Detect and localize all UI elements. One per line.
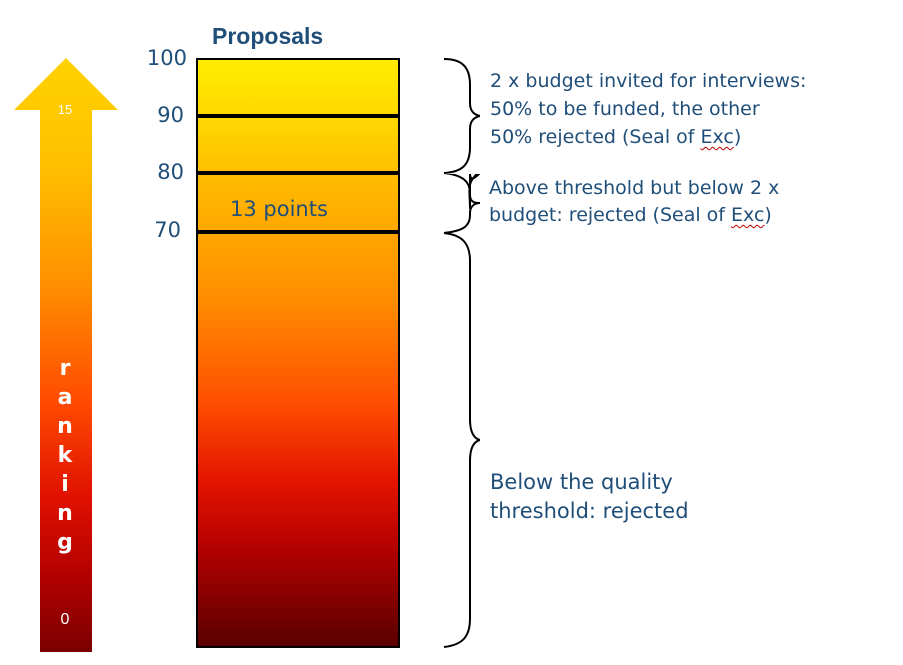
description-middle-line: budget: rejected (Seal of Exc) xyxy=(489,202,779,229)
description-top-line: 50% rejected (Seal of Exc) xyxy=(490,123,806,151)
description-top-line: 50% to be funded, the other xyxy=(490,98,760,120)
ranking-top-value: 15 xyxy=(57,102,73,117)
spellcheck-word: Exc xyxy=(731,204,765,226)
brace-middle-path xyxy=(443,172,480,234)
brace-bottom-path xyxy=(443,232,480,648)
tick-label-100: 100 xyxy=(146,46,187,70)
band-points-label: 13 points xyxy=(230,197,328,221)
ranking-letter: a xyxy=(57,385,73,410)
description-top-line: 2 x budget invited for interviews: xyxy=(490,70,807,92)
threshold-line-80 xyxy=(196,171,400,175)
description-middle-line: Above threshold but below 2 x xyxy=(489,177,780,199)
description-top: 2 x budget invited for interviews: 50% t… xyxy=(490,67,806,151)
ranking-label: r a n k i n g xyxy=(54,354,76,557)
threshold-line-90 xyxy=(196,114,400,118)
ranking-letter: i xyxy=(61,472,69,497)
ranking-letter: r xyxy=(59,356,71,381)
description-text: 50% rejected (Seal of xyxy=(490,126,701,148)
ranking-arrow xyxy=(14,58,118,652)
ranking-bottom-value: 0 xyxy=(60,611,70,628)
description-bottom-line: threshold: rejected xyxy=(490,499,689,523)
proposals-bar xyxy=(196,58,400,648)
brace-top-clean xyxy=(440,55,480,174)
threshold-line-70 xyxy=(196,230,400,234)
description-text: ) xyxy=(733,126,742,148)
description-bottom: Below the quality threshold: rejected xyxy=(490,468,689,526)
ranking-letter: n xyxy=(57,414,73,439)
ranking-letter: n xyxy=(57,501,73,526)
ranking-letter: k xyxy=(57,443,73,468)
tick-label-90: 90 xyxy=(157,103,184,127)
description-bottom-line: Below the quality xyxy=(490,470,673,494)
ranking-letter: g xyxy=(57,530,73,555)
description-middle: Above threshold but below 2 x budget: re… xyxy=(489,175,779,229)
tick-label-80: 80 xyxy=(157,160,184,184)
description-text: ) xyxy=(764,204,772,226)
proposals-title: Proposals xyxy=(212,23,324,49)
tick-label-70: 70 xyxy=(154,218,181,242)
description-text: budget: rejected (Seal of xyxy=(489,204,732,226)
spellcheck-word: Exc xyxy=(700,126,734,148)
